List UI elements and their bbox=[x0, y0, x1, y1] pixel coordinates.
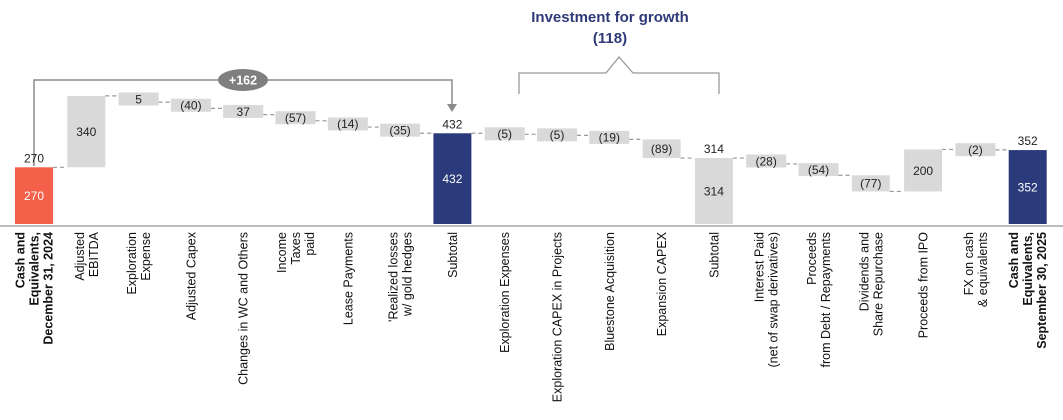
category-label: Subtotal bbox=[707, 232, 721, 278]
bar-value-label: 5 bbox=[135, 92, 142, 106]
annotations: Investment for growth (118) +162 bbox=[33, 9, 720, 166]
bar-value-label: (2) bbox=[968, 143, 983, 157]
bar-value-label: (89) bbox=[651, 142, 672, 156]
delta-bar bbox=[380, 123, 421, 137]
bar-value-label: 200 bbox=[913, 164, 933, 178]
category-label: Proceeds from IPO bbox=[917, 232, 931, 339]
category-label: September 30, 2025 bbox=[1035, 232, 1049, 349]
bar-value-label: (57) bbox=[285, 111, 306, 125]
bar-value-label: 340 bbox=[76, 125, 96, 139]
total-bar bbox=[15, 167, 53, 224]
delta-bar bbox=[223, 104, 264, 118]
bar-value-label: (40) bbox=[180, 99, 201, 113]
category-label: w/ gold hedges bbox=[401, 232, 415, 317]
category-label: Lease Payments bbox=[341, 232, 355, 325]
category-label: Equivalents, bbox=[1021, 232, 1035, 306]
bar-value-label: 270 bbox=[24, 189, 44, 203]
category-label: Cash and bbox=[14, 232, 28, 288]
category-label: Changes in WC and Others bbox=[237, 232, 251, 385]
category-label: EBITDA bbox=[87, 231, 101, 277]
delta-bar bbox=[955, 143, 996, 157]
total-value-label: 432 bbox=[442, 117, 462, 131]
delta-bar bbox=[851, 175, 890, 192]
delta-bar bbox=[118, 92, 159, 106]
total-value-label: 314 bbox=[704, 142, 724, 156]
bar-value-label: (54) bbox=[808, 163, 829, 177]
bars: 270 270 340 5 (40) 37 (57) (14) (35) 432 432 (5) (5)… bbox=[15, 92, 1047, 224]
category-labels: Cash and Equivalents, December 31, 2024 Adj… bbox=[14, 231, 1050, 402]
category-label: Taxes bbox=[289, 232, 303, 265]
bar-value-label: 352 bbox=[1018, 180, 1038, 194]
bridge-badge-label: +162 bbox=[229, 74, 257, 88]
total-value-label: 352 bbox=[1018, 134, 1038, 148]
bar-value-label: (77) bbox=[860, 177, 881, 191]
category-label: Exploration Expenses bbox=[498, 232, 512, 353]
chart-title: Investment for growth bbox=[531, 9, 689, 26]
category-label: Equivalents, bbox=[28, 232, 42, 306]
category-label: from Debt / Repayments bbox=[819, 232, 833, 367]
connectors bbox=[53, 95, 1008, 193]
delta-bar bbox=[642, 139, 681, 159]
delta-bar bbox=[67, 95, 106, 168]
total-bar bbox=[433, 133, 472, 224]
category-label: (net of swap derivatives) bbox=[767, 232, 781, 367]
category-label: paid bbox=[303, 232, 317, 256]
category-label: Adjusted Capex bbox=[184, 231, 198, 320]
category-label: December 31, 2024 bbox=[42, 232, 56, 345]
total-bar bbox=[694, 158, 733, 224]
bar-value-label: 432 bbox=[442, 172, 462, 186]
chart-title-value: (118) bbox=[593, 30, 627, 47]
category-label: FX on cash bbox=[962, 232, 976, 295]
delta-bar bbox=[275, 111, 316, 125]
category-label: Proceeds bbox=[805, 232, 819, 285]
bridge-badge bbox=[218, 69, 268, 91]
bar-value-label: 314 bbox=[704, 184, 724, 198]
category-label: Cash and bbox=[1007, 232, 1021, 288]
category-label: Subtotal bbox=[446, 232, 460, 278]
bar-value-label: (35) bbox=[389, 123, 410, 137]
delta-bar bbox=[537, 128, 577, 142]
bar-value-label: (28) bbox=[756, 154, 777, 168]
category-label: Exploration CAPEX in Projects bbox=[551, 232, 565, 402]
investment-brace bbox=[518, 55, 720, 94]
category-label: Share Repurchase bbox=[871, 232, 885, 336]
bar-value-label: (19) bbox=[599, 131, 620, 145]
bar-value-label: (5) bbox=[497, 127, 512, 141]
category-label: Expansion CAPEX bbox=[655, 231, 669, 336]
delta-bar bbox=[484, 127, 525, 141]
total-value-label: 270 bbox=[24, 151, 44, 165]
category-label: Interest Paid bbox=[753, 232, 767, 302]
delta-bar bbox=[170, 98, 211, 112]
category-label: Bluestone Acquisition bbox=[603, 232, 617, 351]
delta-bar bbox=[746, 154, 787, 168]
category-label: Dividends and bbox=[857, 232, 871, 311]
bridge-arrowhead-icon bbox=[447, 104, 457, 112]
category-label: Income bbox=[275, 232, 289, 273]
total-bar bbox=[1008, 150, 1047, 224]
delta-bar bbox=[327, 117, 368, 131]
bar-value-label: 37 bbox=[237, 105, 251, 119]
category-label: Adjusted bbox=[73, 232, 87, 281]
delta-bar bbox=[904, 149, 943, 192]
category-label: Exploration bbox=[125, 232, 139, 295]
category-label: Expense bbox=[139, 232, 153, 281]
category-label: & equivalents bbox=[976, 232, 990, 307]
bar-value-label: (14) bbox=[337, 117, 358, 131]
delta-bar bbox=[798, 163, 839, 177]
category-label: 'Realized losses bbox=[387, 232, 401, 322]
bar-value-label: (5) bbox=[550, 128, 565, 142]
delta-bar bbox=[589, 130, 630, 144]
